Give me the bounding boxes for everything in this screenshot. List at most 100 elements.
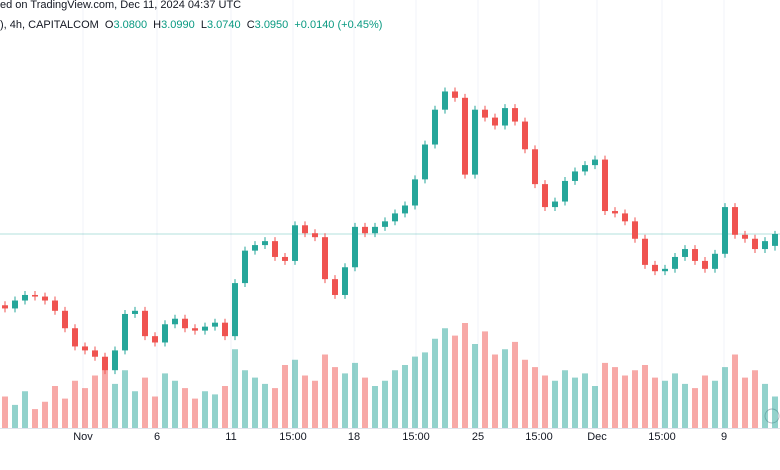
volume-bar	[152, 396, 158, 428]
volume-bar	[442, 328, 448, 428]
candle-body	[472, 109, 478, 175]
candle-body	[162, 324, 168, 343]
candle-body	[372, 226, 378, 234]
candle-body	[502, 108, 508, 126]
volume-bar	[462, 323, 468, 428]
candle-body	[62, 310, 68, 329]
volume-bar	[532, 367, 538, 428]
candle-body	[752, 238, 758, 250]
volume-bar	[322, 354, 328, 428]
candle-body	[312, 233, 318, 238]
x-tick-label: 25	[472, 431, 484, 443]
candle-body	[232, 283, 238, 337]
candle-body	[222, 322, 228, 337]
candle-body	[52, 300, 58, 311]
legend-row: ), 4h, CAPITALCOM O3.0800 H3.0990 L3.074…	[0, 17, 385, 33]
candle-body	[272, 241, 278, 257]
volume-bar	[732, 354, 738, 428]
candle-body	[732, 207, 738, 235]
candle-body	[402, 205, 408, 214]
volume-bar	[262, 383, 268, 428]
x-tick-label: 18	[348, 431, 360, 443]
volume-bar	[102, 365, 108, 428]
candle-body	[242, 250, 248, 284]
x-tick-label: Dec	[587, 431, 607, 443]
volume-bar	[62, 398, 68, 428]
candle-body	[452, 91, 458, 98]
volume-bar	[752, 370, 758, 428]
candle-body	[762, 241, 768, 250]
x-tick-label: 6	[154, 431, 160, 443]
volume-bar	[82, 388, 88, 428]
candle-body	[432, 109, 438, 145]
volume-bar	[412, 356, 418, 428]
candle-body	[22, 294, 28, 301]
volume-bar	[132, 391, 138, 428]
candle-body	[692, 249, 698, 261]
candle-body	[612, 211, 618, 214]
x-tick-label: 9	[721, 431, 727, 443]
ohlc-key: H	[153, 19, 162, 31]
volume-bar	[452, 335, 458, 428]
volume-bar	[552, 380, 558, 428]
volume-bar	[272, 388, 278, 428]
volume-bar	[192, 398, 198, 428]
volume-bar	[602, 362, 608, 428]
ohlc-key: L	[200, 19, 207, 31]
ohlc-key: C	[246, 19, 255, 31]
volume-bar	[392, 370, 398, 428]
candle-body	[652, 264, 658, 272]
volume-bar	[512, 341, 518, 428]
candle-body	[422, 144, 428, 180]
ohlc-value: 3.0800	[113, 19, 148, 31]
candle-body	[192, 328, 198, 331]
volume-bar	[2, 396, 8, 428]
candle-body	[672, 256, 678, 269]
volume-bar	[222, 386, 228, 428]
candle-body	[322, 237, 328, 280]
candle-body	[582, 165, 588, 172]
candle-body	[152, 336, 158, 343]
change: +0.0140 (+0.45%)	[294, 19, 383, 31]
volume-bar	[492, 354, 498, 428]
candle-body	[572, 171, 578, 181]
volume-bar	[562, 370, 568, 428]
volume-bar	[312, 380, 318, 428]
candle-body	[632, 221, 638, 239]
volume-bar	[472, 344, 478, 428]
volume-bar	[282, 365, 288, 428]
candle-body	[202, 326, 208, 331]
volume-bar	[52, 386, 58, 428]
volume-bar	[172, 380, 178, 428]
volume-bar	[122, 370, 128, 428]
volume-bar	[212, 394, 218, 428]
candle-body	[532, 149, 538, 185]
volume-bar	[652, 377, 658, 428]
volume-bar	[382, 380, 388, 428]
symbol: ), 4h, CAPITALCOM	[0, 19, 99, 31]
volume-bar	[682, 383, 688, 428]
candle-body	[282, 256, 288, 261]
candle-body	[292, 225, 298, 261]
volume-bar	[372, 386, 378, 428]
volume-bar	[332, 367, 338, 428]
volume-bar	[672, 373, 678, 428]
volume-bar	[582, 373, 588, 428]
candle-body	[302, 225, 308, 234]
candle-body	[682, 249, 688, 257]
candle-body	[462, 97, 468, 175]
volume-bar	[72, 380, 78, 428]
volume-bar	[432, 338, 438, 428]
ohlc-value: 3.0990	[161, 19, 195, 31]
volume-bar	[572, 377, 578, 428]
volume-bar	[712, 380, 718, 428]
volume-bar	[542, 375, 548, 428]
candle-body	[742, 234, 748, 239]
volume-bar	[362, 377, 368, 428]
volume-bar	[142, 377, 148, 428]
candle-body	[172, 318, 178, 325]
candle-body	[722, 207, 728, 254]
volume-bar	[112, 383, 118, 428]
volume-bar	[92, 375, 98, 428]
